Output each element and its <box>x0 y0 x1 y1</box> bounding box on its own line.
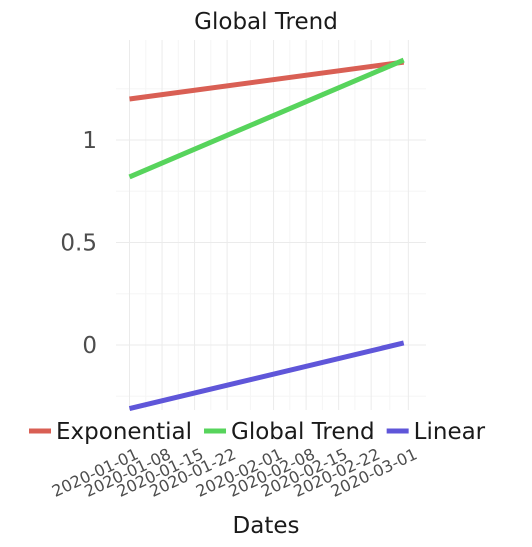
y-tick-label: 1 <box>82 128 97 154</box>
legend-label: Linear <box>414 419 486 445</box>
major-grid <box>116 40 426 410</box>
legend: Exponential Global Trend Linear <box>29 419 486 445</box>
legend-label: Global Trend <box>231 419 375 445</box>
series-line <box>129 59 405 102</box>
series-lines <box>128 57 405 411</box>
chart-title: Global Trend <box>194 9 338 35</box>
legend-label: Exponential <box>56 419 192 445</box>
series-line <box>128 57 405 180</box>
x-axis-ticks: 2020-01-012020-01-082020-01-152020-01-22… <box>49 444 420 501</box>
series-line <box>128 340 405 411</box>
y-tick-label: 0 <box>82 333 97 359</box>
minor-grid <box>116 40 426 410</box>
y-tick-label: 0.5 <box>60 231 97 257</box>
y-axis-ticks: 00.51 <box>60 128 97 359</box>
x-axis-title: Dates <box>233 513 300 539</box>
